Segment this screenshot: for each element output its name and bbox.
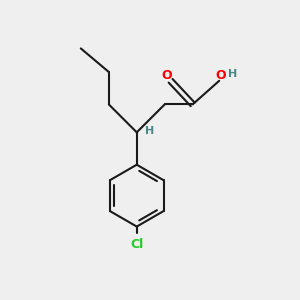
Text: O: O xyxy=(215,69,226,82)
Text: H: H xyxy=(228,69,237,79)
Text: O: O xyxy=(162,69,172,82)
Text: Cl: Cl xyxy=(130,238,143,251)
Text: H: H xyxy=(146,126,154,136)
